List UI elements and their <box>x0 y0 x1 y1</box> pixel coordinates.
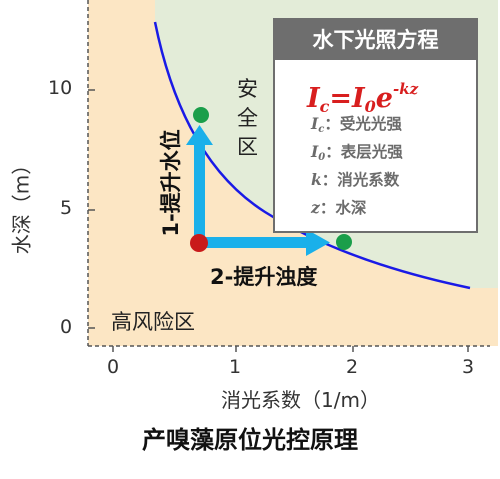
x-tick-label: 2 <box>346 356 359 378</box>
legend-item: Ic：受光光强 <box>311 114 402 135</box>
formula-lhs-sub: c <box>319 97 330 116</box>
y-tick-label: 10 <box>48 77 73 99</box>
raised-level-target-point <box>193 107 209 123</box>
legend-box: 水下光照方程 Ic=I0e-kz Ic：受光光强 I0：表层光强 k：消光系数 … <box>273 18 478 233</box>
formula-rhs: I <box>352 83 365 114</box>
formula-lhs: I <box>307 83 320 114</box>
arrows <box>186 125 330 256</box>
raise-turbidity-label: 2-提升浊度 <box>210 265 318 289</box>
formula-exp: -kz <box>392 80 419 98</box>
raise-level-label: 1-提升水位 <box>159 129 183 237</box>
formula-base: e <box>375 83 393 114</box>
legend-item: k：消光系数 <box>311 170 400 189</box>
critical-depth-curve <box>153 21 471 290</box>
formula-eq: = <box>329 83 353 114</box>
safe-zone-label: 安全区 <box>237 77 258 159</box>
legend-item: z：水深 <box>311 198 367 217</box>
raise-turbidity-arrow-shaft <box>199 237 309 248</box>
x-tick-label: 3 <box>462 356 475 378</box>
figure-caption: 产嗅藻原位光控原理 <box>142 426 358 454</box>
y-tick-label: 5 <box>60 197 73 219</box>
legend-title: 水下光照方程 <box>275 20 476 60</box>
formula-rhs-sub: 0 <box>364 97 376 116</box>
current-state-point <box>190 234 208 252</box>
x-tick-label: 1 <box>229 356 242 378</box>
legend-item: I0：表层光强 <box>311 142 403 163</box>
risk-zone-label: 高风险区 <box>111 310 195 334</box>
x-tick-label: 0 <box>107 356 120 378</box>
x-axis-title: 消光系数（1/m） <box>221 388 380 412</box>
raised-turbidity-target-point <box>336 234 352 250</box>
raise-level-arrow-shaft <box>194 142 205 242</box>
raise-turbidity-arrow-head <box>306 229 330 256</box>
light-equation: Ic=I0e-kz <box>307 72 418 124</box>
raise-level-arrow-head <box>186 125 213 145</box>
y-axis-title: 水深（m） <box>9 154 34 255</box>
y-tick-label: 0 <box>60 316 73 338</box>
